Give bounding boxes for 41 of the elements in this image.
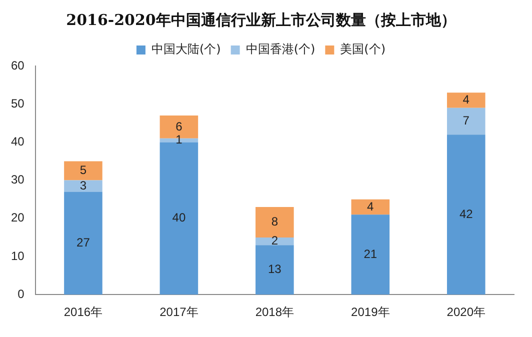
- bar: [351, 199, 390, 215]
- data-label: 6: [176, 119, 183, 134]
- legend-label: 中国大陆(个): [151, 42, 221, 56]
- data-label: 2: [271, 234, 278, 248]
- data-label: 27: [76, 235, 90, 250]
- x-tick-label: 2020年: [446, 305, 486, 320]
- data-label: 5: [80, 163, 87, 178]
- y-tick-label: 0: [18, 286, 25, 301]
- y-tick-label: 10: [10, 248, 25, 263]
- data-label: 3: [80, 178, 87, 192]
- bar: [160, 142, 198, 295]
- y-tick-label: 20: [10, 210, 25, 225]
- bar: [256, 206, 294, 238]
- legend-label: 美国(个): [340, 42, 386, 56]
- bar: [351, 214, 390, 295]
- y-tick-label: 40: [10, 134, 25, 149]
- bar: [64, 161, 102, 180]
- y-tick-label: 50: [10, 96, 25, 110]
- data-label: 21: [364, 246, 378, 261]
- bar: [64, 180, 102, 192]
- data-label: 40: [172, 210, 186, 225]
- x-tick-label: 2017年: [160, 305, 198, 320]
- bar: [446, 92, 486, 108]
- data-label: 42: [459, 206, 474, 221]
- bar: [256, 237, 294, 246]
- data-label: 8: [271, 214, 278, 229]
- y-tick-label: 30: [10, 172, 25, 187]
- bar: [256, 245, 294, 295]
- chart-title: 2016-2020年中国通信行业新上市公司数量（按上市地）: [66, 10, 456, 29]
- y-tick-label: 60: [10, 58, 25, 72]
- x-tick-label: 2016年: [64, 305, 103, 320]
- legend-label: 中国香港(个): [246, 42, 316, 56]
- data-label: 13: [268, 262, 282, 276]
- bar: [446, 134, 486, 295]
- data-label: 4: [367, 199, 374, 214]
- data-label: 4: [462, 92, 470, 107]
- x-tick-label: 2019年: [351, 305, 390, 320]
- bar: [446, 108, 486, 135]
- bar: [64, 192, 102, 295]
- data-label: 7: [462, 114, 470, 128]
- x-tick-label: 2018年: [255, 305, 294, 320]
